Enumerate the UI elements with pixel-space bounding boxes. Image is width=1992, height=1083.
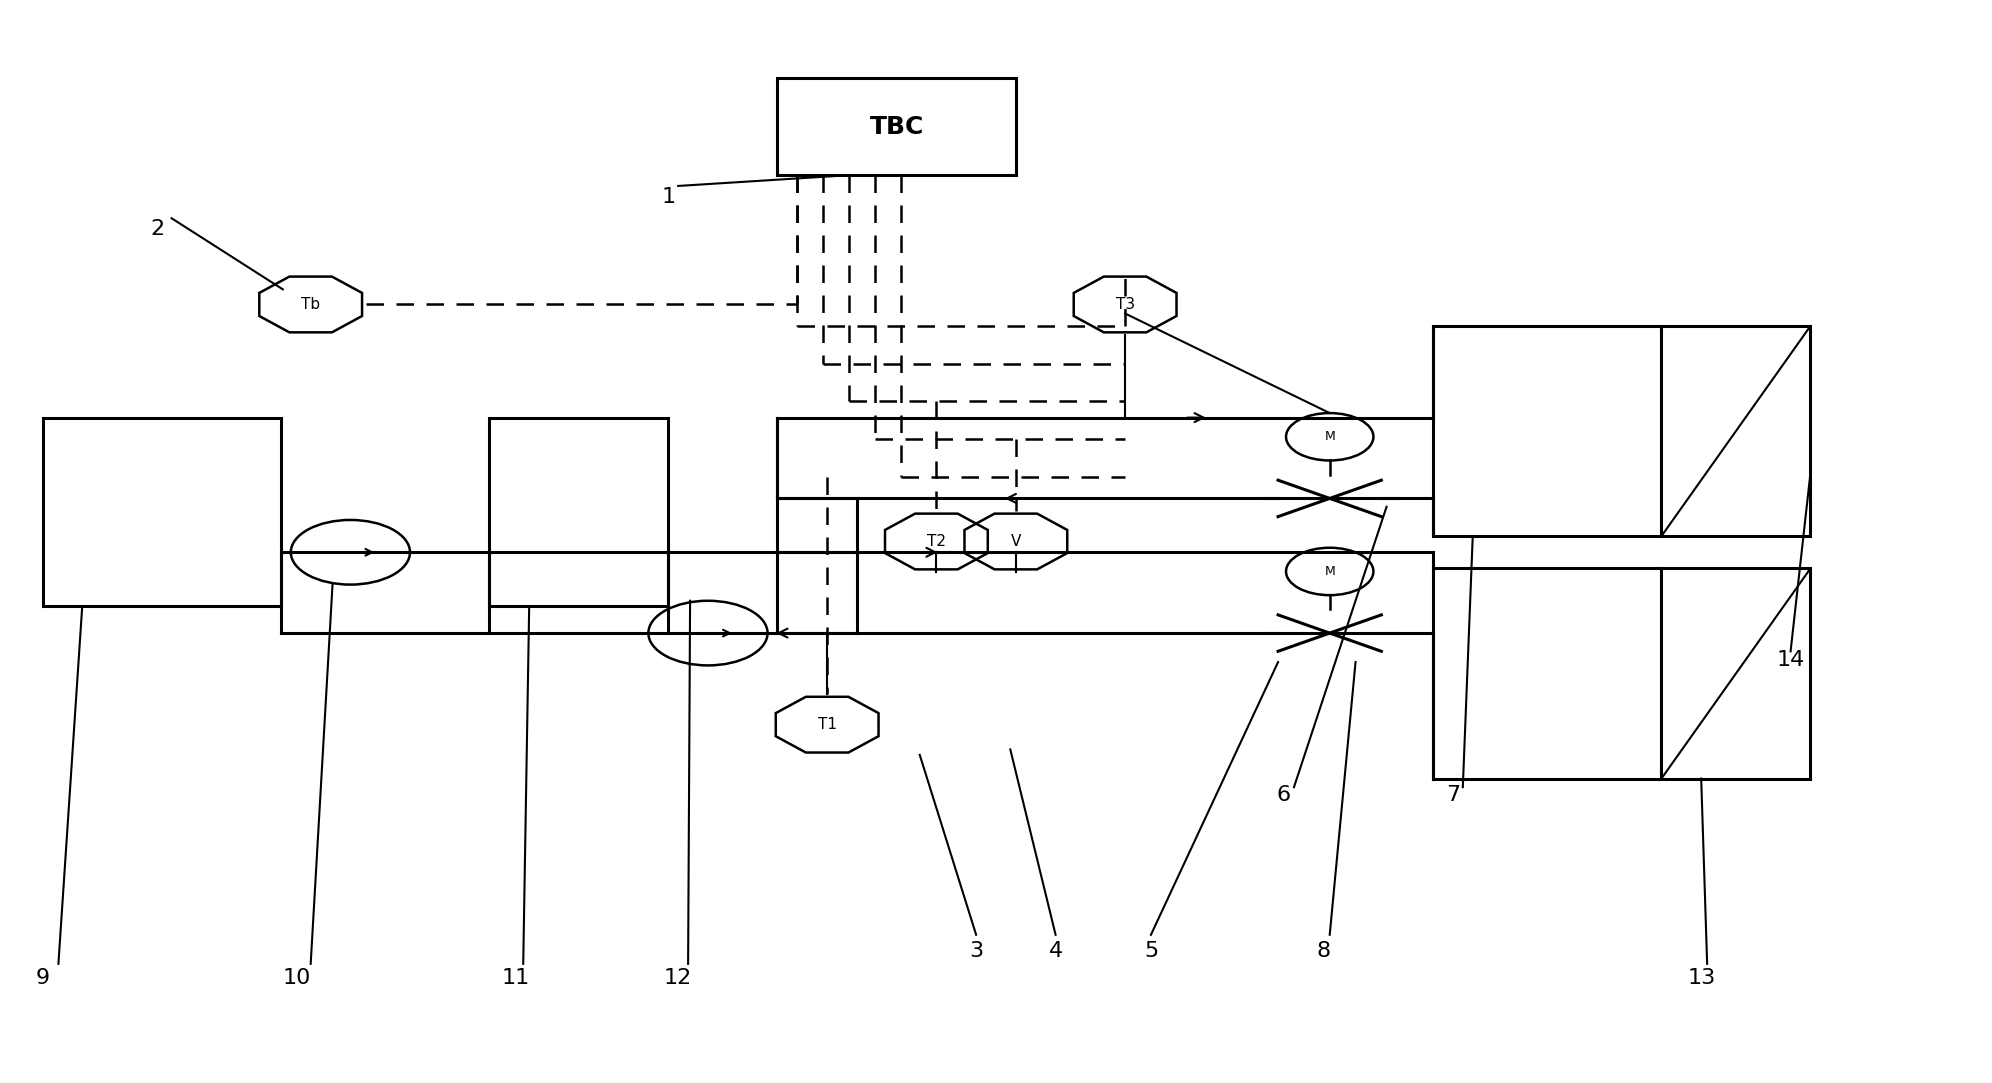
Bar	[1661, 569, 1811, 779]
Bar	[1432, 326, 1661, 536]
Text: M: M	[1325, 430, 1335, 443]
Text: 4: 4	[1048, 941, 1062, 961]
Text: Tb: Tb	[301, 297, 321, 312]
Text: V: V	[1010, 534, 1022, 549]
Text: T2: T2	[926, 534, 946, 549]
Text: 7: 7	[1446, 785, 1460, 805]
Text: 1: 1	[661, 186, 675, 207]
Text: T3: T3	[1116, 297, 1135, 312]
Bar	[1661, 326, 1811, 536]
Text: 10: 10	[283, 968, 311, 988]
Text: TBC: TBC	[869, 115, 924, 139]
Bar	[777, 78, 1016, 175]
Text: 6: 6	[1277, 785, 1291, 805]
Text: 8: 8	[1317, 941, 1331, 961]
Bar	[42, 418, 281, 606]
Text: 14: 14	[1777, 650, 1805, 670]
Text: 9: 9	[36, 968, 50, 988]
Text: T1: T1	[817, 717, 837, 732]
Bar	[1432, 569, 1661, 779]
Text: 12: 12	[663, 968, 693, 988]
Text: M: M	[1325, 565, 1335, 578]
Bar	[490, 418, 667, 606]
Text: 13: 13	[1687, 968, 1715, 988]
Text: 3: 3	[968, 941, 984, 961]
Text: 2: 2	[151, 219, 165, 239]
Text: 11: 11	[502, 968, 530, 988]
Text: 5: 5	[1143, 941, 1157, 961]
